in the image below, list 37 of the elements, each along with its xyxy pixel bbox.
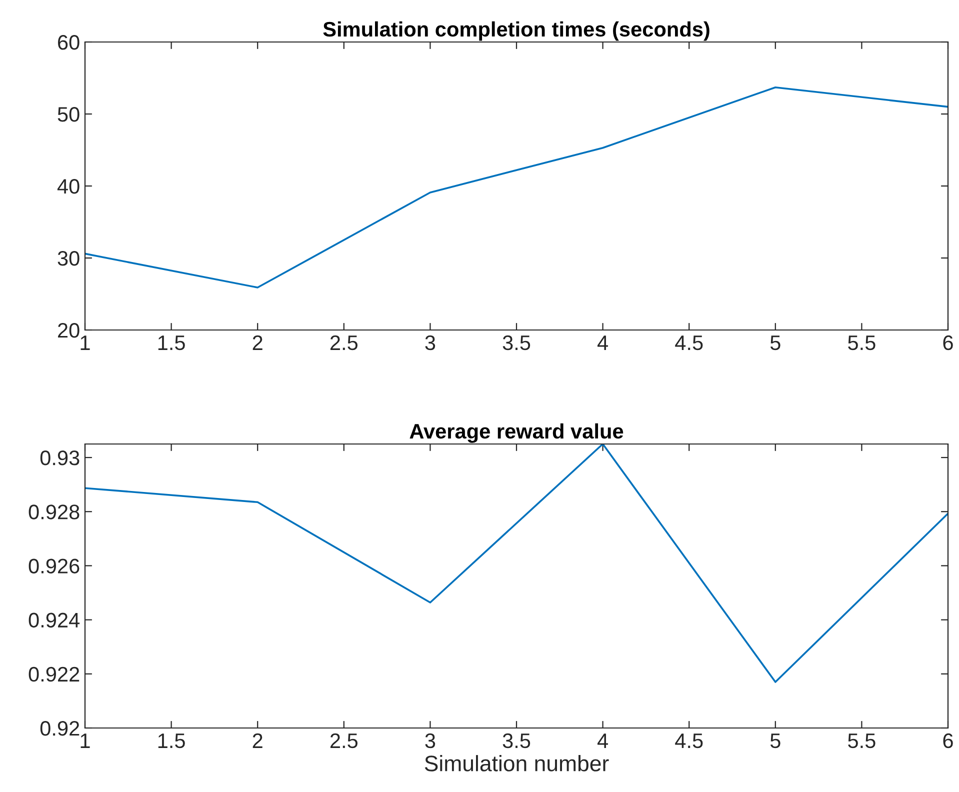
x-tick-label: 5: [770, 734, 780, 748]
y-tick-label: 0.92: [40, 721, 80, 736]
x-tick-label: 1: [80, 336, 90, 350]
x-tick-label: 2.5: [330, 335, 358, 350]
y-tick-label: 50: [58, 107, 80, 122]
x-tick-label: 4.5: [675, 734, 703, 748]
x-tick-label: 3.5: [502, 733, 530, 748]
x-tick-label: 2: [252, 335, 262, 350]
x-tick-label: 6: [943, 733, 953, 748]
x-tick-label: 5.5: [848, 336, 876, 350]
x-tick-label: 3: [425, 335, 436, 350]
chart-title: Average reward value: [410, 423, 624, 443]
y-tick-label: 30: [58, 251, 80, 266]
x-tick-label: 1.5: [158, 336, 185, 350]
y-tick-label: 0.922: [28, 666, 80, 682]
x-tick-label: 3: [425, 733, 436, 748]
x-tick-label: 4: [597, 336, 608, 350]
y-tick-label: 20: [58, 323, 80, 338]
x-tick-label: 1: [80, 734, 90, 748]
y-tick-label: 0.926: [28, 558, 80, 574]
y-tick-label: 40: [57, 179, 80, 194]
x-axis-title: Simulation number: [424, 755, 609, 772]
y-tick-label: 0.928: [28, 504, 80, 520]
chart-title: Simulation completion times (seconds): [323, 21, 710, 41]
y-tick-label: 0.93: [40, 450, 80, 466]
y-tick-label: 0.924: [28, 612, 80, 628]
x-tick-label: 3.5: [502, 335, 530, 350]
x-tick-label: 2.5: [330, 733, 358, 748]
x-tick-label: 6: [943, 335, 953, 350]
x-tick-label: 5.5: [848, 734, 876, 748]
x-tick-label: 2: [252, 733, 262, 748]
x-tick-label: 4: [597, 734, 608, 748]
y-tick-label: 60: [58, 35, 80, 50]
line-series: [85, 86, 948, 288]
x-tick-label: 5: [770, 336, 780, 350]
x-tick-label: 1.5: [158, 734, 185, 748]
x-tick-label: 4.5: [675, 336, 703, 350]
